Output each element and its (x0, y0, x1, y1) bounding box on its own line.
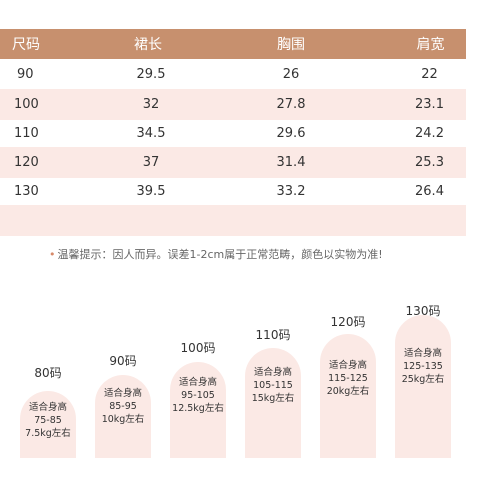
fit-label: 适合身高 (253, 367, 292, 378)
fit-label: 适合身高 (403, 348, 442, 359)
weight-range: 15kg左右 (251, 393, 295, 404)
tip-message: 温馨提示：因人而异。误差1-2cm属于正常范畴，颜色以实物为准! (57, 248, 383, 261)
table-blank-row (0, 205, 466, 236)
size-label: 90码 (109, 354, 137, 368)
size-pill: 适合身高 75-85 7.5kg左右 (20, 391, 76, 458)
tip-text: • 温馨提示：因人而异。误差1-2cm属于正常范畴，颜色以实物为准! (49, 246, 383, 262)
cell-size: 130 (14, 184, 39, 199)
bullet-dot: • (49, 248, 56, 261)
height-range: 115-125 (328, 373, 368, 384)
fit-label: 适合身高 (103, 388, 142, 399)
size-pill: 适合身高 85-95 10kg左右 (95, 375, 151, 458)
cell-size: 120 (14, 155, 39, 170)
height-range: 95-105 (181, 390, 215, 401)
header-shoulder: 肩宽 (416, 37, 445, 53)
cell-length: 39.5 (136, 184, 166, 199)
cell-shoulder: 23.1 (415, 97, 444, 112)
weight-range: 20kg左右 (326, 386, 370, 397)
cell-length: 34.5 (136, 126, 166, 141)
header-length: 裙长 (134, 37, 162, 53)
header-size: 尺码 (12, 37, 40, 53)
table-row: 90 29.5 26 22 (0, 59, 466, 90)
cell-chest: 31.4 (276, 155, 306, 170)
cell-shoulder: 26.4 (415, 184, 444, 199)
size-pill: 适合身高 115-125 20kg左右 (320, 334, 376, 458)
cell-chest: 29.6 (276, 126, 306, 141)
table-row: 100 32 27.8 23.1 (0, 89, 466, 120)
height-range: 75-85 (34, 415, 62, 426)
cell-size: 100 (14, 97, 39, 112)
size-label: 80码 (34, 366, 62, 380)
size-pill: 适合身高 125-135 25kg左右 (395, 315, 451, 458)
cell-shoulder: 24.2 (415, 126, 444, 141)
cell-chest: 26 (282, 67, 300, 82)
height-range: 125-135 (403, 361, 443, 372)
cell-chest: 33.2 (276, 184, 306, 199)
fit-label: 适合身高 (328, 360, 367, 371)
weight-range: 25kg左右 (401, 374, 445, 385)
fit-label: 适合身高 (28, 402, 67, 413)
height-range: 105-115 (253, 380, 293, 391)
cell-chest: 27.8 (276, 97, 306, 112)
cell-size: 90 (17, 67, 34, 82)
fit-label: 适合身高 (178, 377, 217, 388)
cell-size: 110 (14, 126, 39, 141)
header-chest: 胸围 (277, 37, 305, 53)
cell-length: 29.5 (136, 67, 166, 82)
size-label: 100码 (180, 341, 216, 355)
size-label: 130码 (405, 304, 441, 318)
cell-length: 37 (142, 155, 160, 170)
height-range: 85-95 (109, 401, 137, 412)
cell-shoulder: 22 (421, 67, 438, 82)
size-label: 110码 (255, 328, 291, 342)
table-row: 130 39.5 33.2 26.4 (0, 176, 466, 207)
weight-range: 10kg左右 (101, 414, 145, 425)
cell-length: 32 (142, 97, 160, 112)
size-label: 120码 (330, 315, 366, 329)
weight-range: 12.5kg左右 (172, 403, 224, 414)
weight-range: 7.5kg左右 (25, 428, 71, 439)
table-row: 120 37 31.4 25.3 (0, 147, 466, 178)
table-row: 110 34.5 29.6 24.2 (0, 118, 466, 149)
table-header: 尺码 裙长 胸围 肩宽 (0, 29, 466, 59)
cell-shoulder: 25.3 (415, 155, 444, 170)
size-pill: 适合身高 95-105 12.5kg左右 (170, 362, 226, 458)
size-pill: 适合身高 105-115 15kg左右 (245, 348, 301, 458)
